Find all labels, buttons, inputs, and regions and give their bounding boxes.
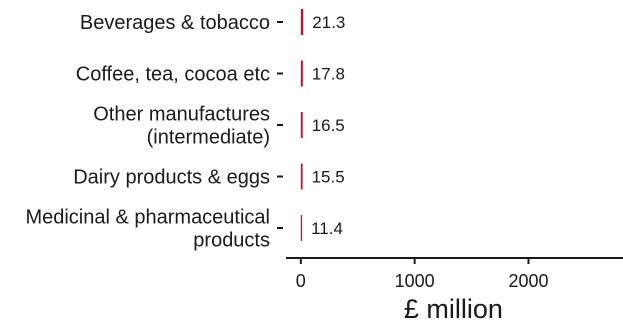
bar xyxy=(300,215,303,241)
data-label: 21.3 xyxy=(312,13,345,32)
category-label: Other manufactures (intermediate) xyxy=(93,104,270,149)
data-label: 17.8 xyxy=(312,65,345,84)
category-label: Medicinal & pharmaceutical products xyxy=(25,207,270,252)
x-axis-title: £ million xyxy=(404,294,503,322)
category-label: Dairy products & eggs xyxy=(73,167,270,189)
bar xyxy=(300,163,303,190)
data-label: 15.5 xyxy=(312,168,345,187)
x-tick-label: 2000 xyxy=(508,271,548,291)
data-label: 16.5 xyxy=(312,116,345,135)
bar xyxy=(300,112,303,138)
bar xyxy=(300,60,303,87)
category-label: Beverages & tobacco xyxy=(80,12,270,34)
bar xyxy=(300,9,304,35)
data-label: 11.4 xyxy=(311,219,343,238)
category-label: Coffee, tea, cocoa etc xyxy=(76,64,270,86)
x-tick-label: 0 xyxy=(296,271,306,291)
x-tick-label: 1000 xyxy=(395,271,435,291)
